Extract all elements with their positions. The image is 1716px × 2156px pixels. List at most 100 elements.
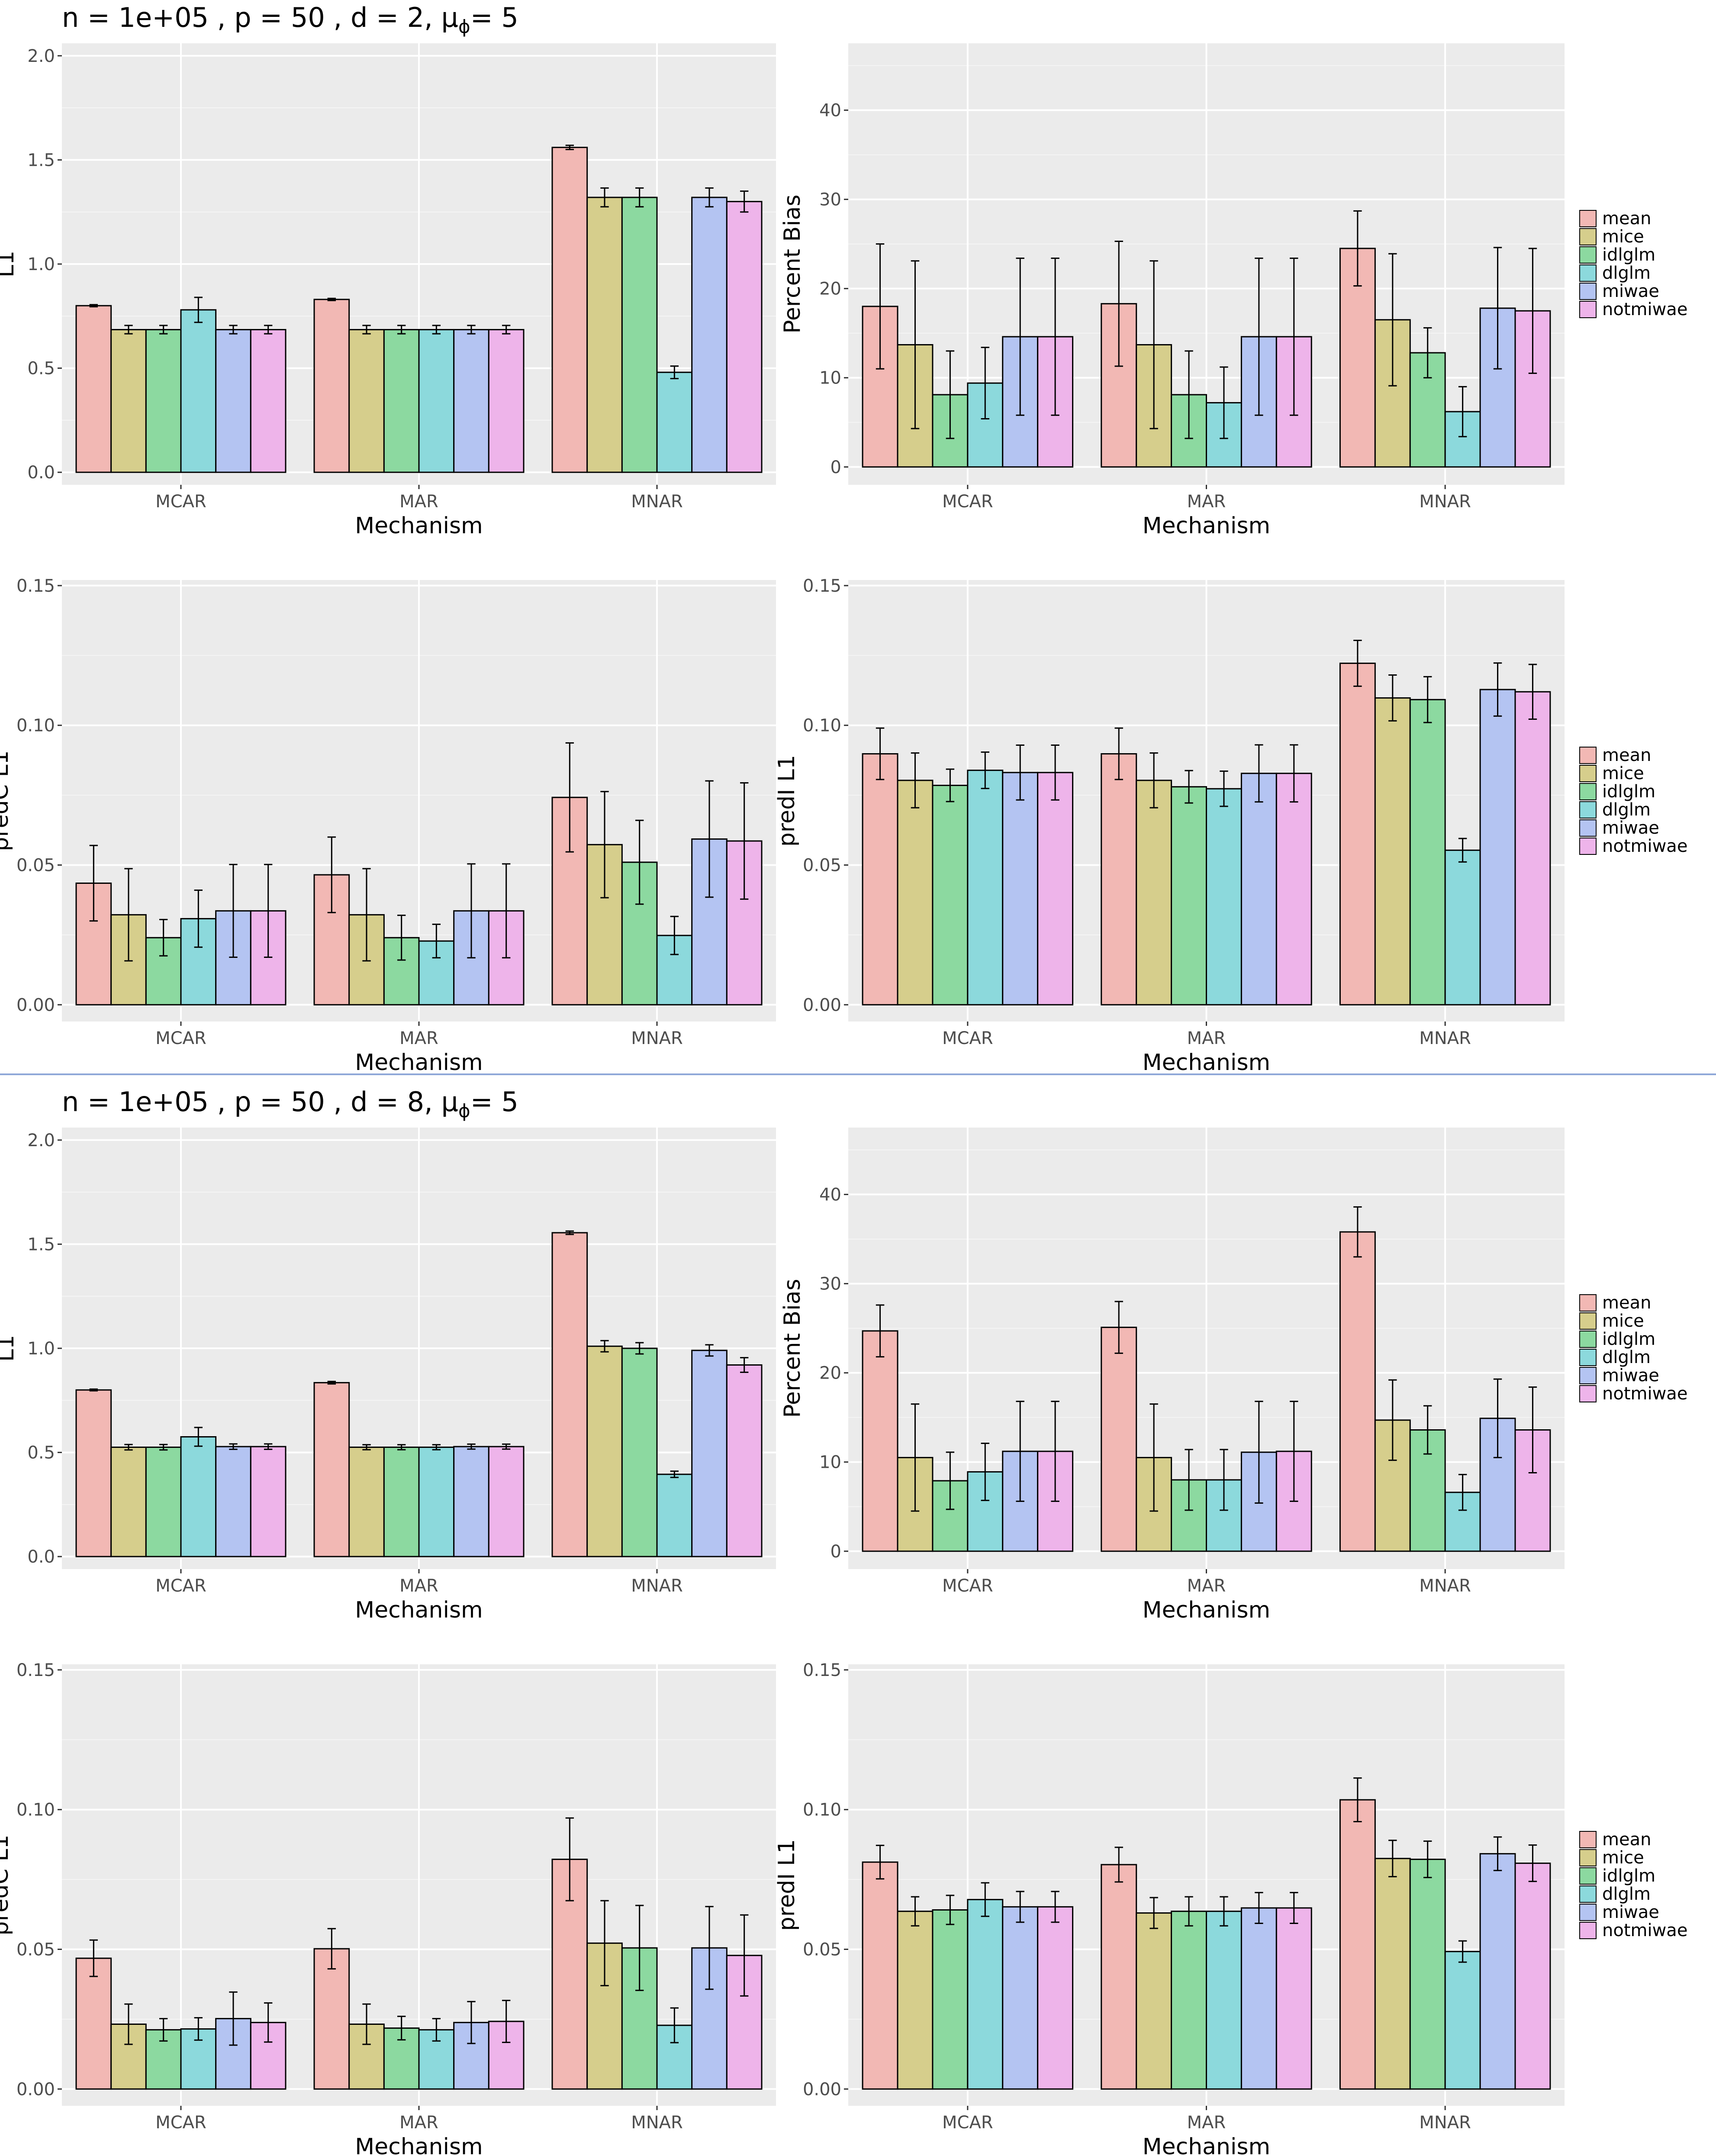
chart-l1: 0.0 0.5 1.0 1.5 2.0 MCAR MAR MNAR Mechanism L1 <box>0 43 776 539</box>
legend-label: mice <box>1602 227 1644 247</box>
legend-label: notmiwae <box>1602 1384 1687 1404</box>
y-tick-label: 20 <box>819 279 841 299</box>
title-sub: ϕ <box>458 1100 470 1122</box>
legend-key-miwae <box>1579 1367 1597 1384</box>
bar-idlglm <box>1171 786 1207 1005</box>
bar-dlglm <box>656 371 693 473</box>
y-tick-label: 1.5 <box>27 150 55 170</box>
y-tick-label: 0 <box>831 458 841 477</box>
bar-dlglm <box>656 1473 693 1557</box>
chart-predi-l1: 0.00 0.05 0.10 0.15 MCAR MAR MNAR Mechanism pred… <box>774 1660 1687 2156</box>
x-tick-label: MNAR <box>1419 492 1471 512</box>
chart-predc-l1: 0.00 0.05 0.10 0.15 MCAR MAR MNAR Mechanism pred… <box>0 1660 776 2156</box>
bar-idlglm <box>1409 1859 1446 2090</box>
y-axis-label: Percent Bias <box>779 1279 805 1418</box>
x-tick-label: MNAR <box>1419 1576 1471 1596</box>
bar-mice <box>586 1345 623 1557</box>
legend-key-idlglm <box>1579 246 1597 264</box>
y-tick-label: 0.10 <box>803 1800 841 1820</box>
bar-dlglm <box>1206 788 1242 1005</box>
legend-key-mean <box>1579 210 1597 227</box>
chart-predc-l1: 0.00 0.05 0.10 0.15 MCAR MAR MNAR Mechanism pred… <box>0 576 776 1076</box>
legend-key-mice <box>1579 1849 1597 1866</box>
bar-idlglm <box>145 1447 182 1557</box>
y-tick-label: 0 <box>831 1542 841 1562</box>
legend-key-dlglm <box>1579 1349 1597 1366</box>
title-base: n = 1e+05 , p = 50 , d = 2, <box>62 2 441 33</box>
y-axis-label: L1 <box>0 251 19 277</box>
chart-percent-bias: 0 10 20 30 40 MCAR MAR MNAR Mechanism Percent Bia… <box>779 1128 1687 1623</box>
bar-mean <box>75 1389 112 1557</box>
legend-label: dlglm <box>1602 263 1651 283</box>
legend-label: dlglm <box>1602 1884 1651 1904</box>
bar-mice <box>348 329 385 473</box>
y-tick-label: 40 <box>819 1185 841 1205</box>
y-tick-label: 0.10 <box>803 716 841 736</box>
bar-dlglm <box>418 1447 455 1557</box>
bar-notmiwae <box>1037 1906 1074 2090</box>
y-tick-label: 30 <box>819 190 841 210</box>
bar-mean <box>1339 662 1376 1005</box>
legend-key-dlglm <box>1579 801 1597 819</box>
legend-key-miwae <box>1579 1904 1597 1921</box>
y-tick-label: 0.00 <box>803 2079 841 2099</box>
x-axis-label: Mechanism <box>1143 1597 1270 1623</box>
bar-mean <box>551 147 588 473</box>
y-tick-label: 0.05 <box>16 855 55 875</box>
y-tick-label: 0.15 <box>803 576 841 596</box>
title-mu: μ <box>441 1086 458 1118</box>
bar-dlglm <box>1444 1951 1481 2090</box>
x-tick-label: MCAR <box>155 1576 206 1596</box>
legend-key-miwae <box>1579 283 1597 300</box>
x-axis-label: Mechanism <box>1143 513 1270 539</box>
y-tick-label: 2.0 <box>27 1131 55 1151</box>
y-tick-label: 0.15 <box>16 1660 55 1680</box>
y-tick-label: 40 <box>819 101 841 121</box>
bar-miwae <box>453 329 489 473</box>
title-base: n = 1e+05 , p = 50 , d = 8, <box>62 1086 441 1118</box>
bar-idlglm <box>145 329 182 473</box>
bar-mean <box>1101 753 1137 1005</box>
legend-label: miwae <box>1602 1366 1659 1386</box>
bar-dlglm <box>180 309 217 473</box>
y-tick-label: 0.0 <box>27 1547 55 1567</box>
bar-notmiwae <box>1275 773 1312 1005</box>
legend-key-notmiwae <box>1579 301 1597 318</box>
y-tick-label: 10 <box>819 368 841 388</box>
legend-label: miwae <box>1602 1902 1659 1922</box>
bar-dlglm <box>1444 1492 1481 1552</box>
legend-label: mice <box>1602 764 1644 783</box>
x-tick-label: MNAR <box>631 1028 683 1048</box>
legend-key-notmiwae <box>1579 1385 1597 1402</box>
y-axis-label: L1 <box>0 1335 19 1362</box>
bar-miwae <box>215 329 251 473</box>
bar-mice <box>1136 1912 1172 2090</box>
bar-mean <box>1101 1327 1137 1552</box>
bar-miwae <box>1479 1853 1516 2090</box>
legend-label: idlglm <box>1602 1329 1655 1349</box>
x-tick-label: MCAR <box>942 492 993 512</box>
legend-label: mean <box>1602 209 1651 229</box>
legend-label: dlglm <box>1602 800 1651 820</box>
y-tick-label: 0.5 <box>27 1443 55 1463</box>
bar-idlglm <box>1171 1911 1207 2090</box>
bar-mean <box>313 1948 350 2090</box>
x-tick-label: MNAR <box>631 2113 683 2133</box>
bar-mean <box>313 299 350 473</box>
x-axis-label: Mechanism <box>355 1597 483 1623</box>
bar-mice <box>1374 1858 1411 2090</box>
bar-miwae <box>1240 1907 1277 2090</box>
x-tick-label: MAR <box>399 2113 438 2133</box>
bar-dlglm <box>1206 1911 1242 2090</box>
y-axis-label: predI L1 <box>774 1839 800 1931</box>
bar-miwae <box>215 1446 251 1557</box>
y-tick-label: 0.05 <box>803 855 841 875</box>
y-tick-label: 0.05 <box>803 1940 841 1959</box>
bar-idlglm <box>621 197 658 473</box>
legend-label: notmiwae <box>1602 836 1687 856</box>
x-tick-label: MNAR <box>631 1576 683 1596</box>
y-tick-label: 2.0 <box>27 46 55 66</box>
y-tick-label: 0.00 <box>16 2079 55 2099</box>
